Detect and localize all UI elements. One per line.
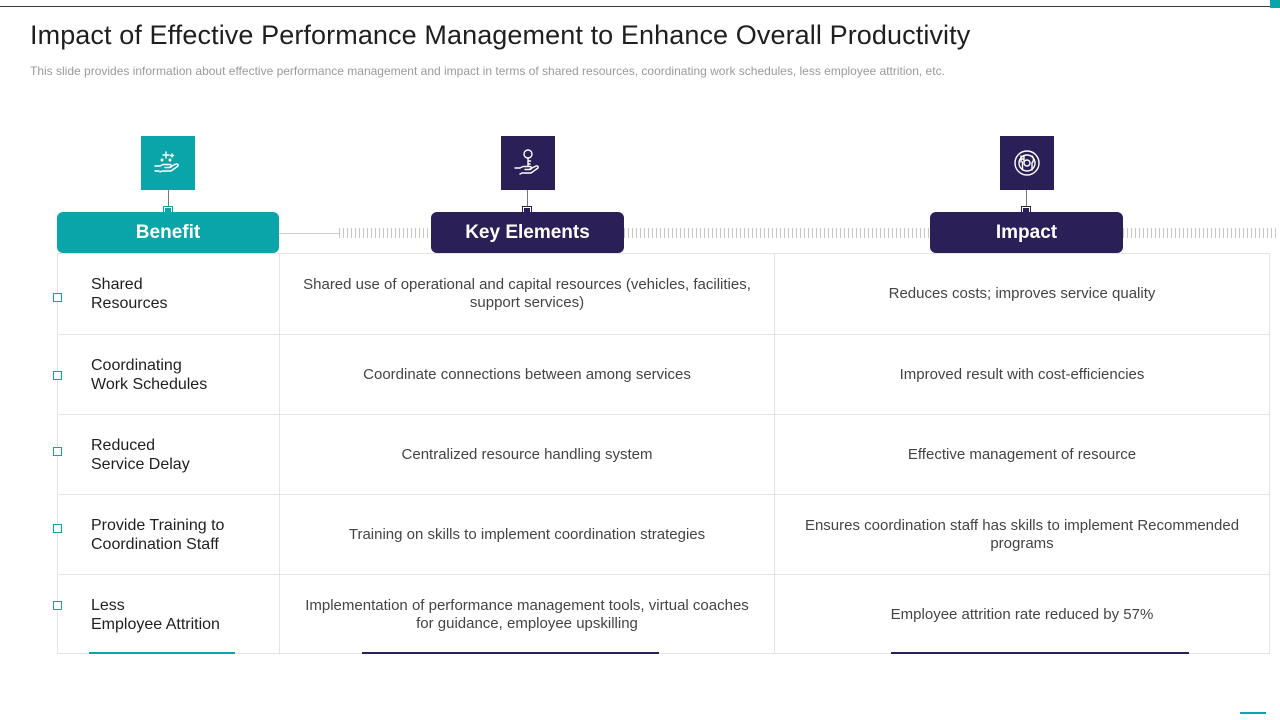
benefits-table: Shared Resources Shared use of operation… xyxy=(53,253,1270,654)
row-bullet xyxy=(53,371,62,380)
benefit-cell: Provide Training to Coordination Staff xyxy=(58,495,280,574)
key-hand-icon xyxy=(501,136,555,190)
table-row: Coordinating Work Schedules Coordinate c… xyxy=(53,334,1269,414)
connector-line xyxy=(279,233,339,234)
icon-connector xyxy=(168,190,169,208)
icon-connector xyxy=(1026,190,1027,208)
table-row: Reduced Service Delay Centralized resour… xyxy=(53,414,1269,494)
benefit-text: Coordinating Work Schedules xyxy=(91,356,208,393)
page-subtitle: This slide provides information about ef… xyxy=(30,64,945,78)
target-icon xyxy=(1000,136,1054,190)
row-bullet xyxy=(53,447,62,456)
key-element-cell: Centralized resource handling system xyxy=(280,415,775,494)
impact-cell: Improved result with cost-efficiencies xyxy=(899,365,1145,383)
benefit-cell: Shared Resources xyxy=(58,254,280,334)
icon-connector xyxy=(527,190,528,208)
impact-cell: Effective management of resource xyxy=(907,445,1137,463)
bottom-accent xyxy=(1240,712,1266,714)
key-element-cell: Implementation of performance management… xyxy=(280,575,775,654)
benefit-cell: Less Employee Attrition xyxy=(58,575,280,654)
table-row: Less Employee Attrition Implementation o… xyxy=(53,574,1269,654)
key-element-cell: Coordinate connections between among ser… xyxy=(280,335,775,414)
benefit-cell: Reduced Service Delay xyxy=(58,415,280,494)
column-underline xyxy=(362,652,659,654)
top-accent xyxy=(1270,0,1280,8)
key-element-cell: Training on skills to implement coordina… xyxy=(280,495,775,574)
impact-cell: Employee attrition rate reduced by 57% xyxy=(890,605,1154,623)
connector-dash xyxy=(339,228,431,238)
hand-plus-icon xyxy=(141,136,195,190)
benefit-cell: Coordinating Work Schedules xyxy=(58,335,280,414)
column-header-impact: Impact xyxy=(930,212,1123,253)
benefit-text: Reduced Service Delay xyxy=(91,436,190,473)
column-header-key-elements: Key Elements xyxy=(431,212,624,253)
key-element-cell: Shared use of operational and capital re… xyxy=(280,254,775,334)
top-rule xyxy=(0,6,1270,7)
connector-dash xyxy=(1123,228,1278,238)
page-title: Impact of Effective Performance Manageme… xyxy=(30,20,971,50)
benefit-text: Shared Resources xyxy=(91,276,168,312)
table-row: Shared Resources Shared use of operation… xyxy=(53,254,1269,334)
row-bullet xyxy=(53,524,62,533)
column-underline xyxy=(891,652,1189,654)
row-bullet xyxy=(53,293,62,302)
column-header-benefit: Benefit xyxy=(57,212,279,253)
connector-dash xyxy=(624,228,930,238)
column-underline xyxy=(89,652,235,654)
impact-cell: Reduces costs; improves service quality xyxy=(888,285,1156,302)
table-row: Provide Training to Coordination Staff T… xyxy=(53,494,1269,574)
benefit-text: Less Employee Attrition xyxy=(91,596,220,633)
impact-cell: Ensures coordination staff has skills to… xyxy=(804,516,1240,552)
benefit-text: Provide Training to Coordination Staff xyxy=(91,516,225,553)
row-bullet xyxy=(53,601,62,610)
